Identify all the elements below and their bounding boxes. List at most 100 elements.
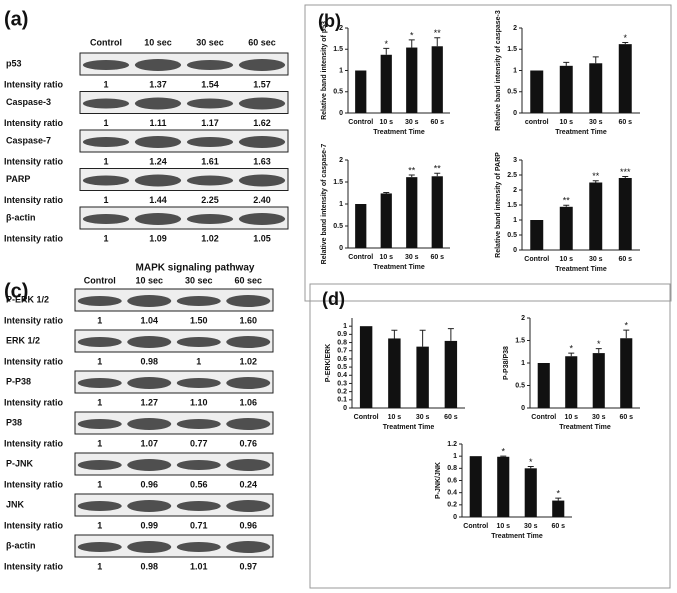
ratio-label: Intensity ratio xyxy=(4,479,64,489)
intensity-ratio: 1 xyxy=(103,156,108,166)
blot-band xyxy=(134,174,182,187)
error-bar xyxy=(447,328,454,341)
y-tick-label: 0.5 xyxy=(333,89,343,96)
blot-title: MAPK signaling pathway xyxy=(136,263,255,274)
x-tick-label: Control xyxy=(463,523,488,530)
y-tick-label: 3 xyxy=(513,157,517,164)
blot-frame xyxy=(74,411,274,435)
y-tick-label: 1.5 xyxy=(333,179,343,186)
lane-header: 10 sec xyxy=(144,37,172,47)
y-tick-label: 0.5 xyxy=(507,232,517,239)
blot-band xyxy=(127,295,172,307)
y-axis-label: Relative band intensity of p53 xyxy=(321,21,328,120)
panel-label: (c) xyxy=(4,280,28,302)
blot-band xyxy=(176,337,221,347)
bar xyxy=(552,500,565,517)
x-tick-label: Control xyxy=(524,256,549,263)
blot-band xyxy=(186,60,234,70)
y-tick-label: 2 xyxy=(339,25,343,32)
blot-band xyxy=(186,214,234,224)
y-axis-label: Relative band intensity of PARP xyxy=(495,152,502,258)
intensity-ratio: 0.98 xyxy=(140,561,158,571)
lane-header: Control xyxy=(84,275,116,285)
intensity-ratio: 0.56 xyxy=(190,479,208,489)
error-bar xyxy=(527,466,534,469)
y-tick-label: 2.5 xyxy=(507,172,517,179)
intensity-ratio: 1.27 xyxy=(140,397,158,407)
panel-label: (d) xyxy=(322,289,345,309)
blot-frame xyxy=(79,129,289,153)
blot-band xyxy=(176,501,221,511)
significance: * xyxy=(556,489,560,499)
bar xyxy=(559,65,573,113)
x-tick-label: 10 s xyxy=(559,256,573,263)
blot-band xyxy=(226,418,271,430)
intensity-ratio: 1.01 xyxy=(190,561,208,571)
x-tick-label: 30 s xyxy=(405,119,419,126)
intensity-ratio: 1 xyxy=(97,438,102,448)
blot-band xyxy=(127,541,172,553)
blot-band xyxy=(176,378,221,388)
y-tick-label: 0 xyxy=(339,110,343,117)
x-tick-label: 60 s xyxy=(444,414,458,421)
blot-band xyxy=(134,136,182,148)
ratio-label: Intensity ratio xyxy=(4,315,64,325)
y-tick-label: 0.7 xyxy=(337,348,347,355)
bar xyxy=(380,193,392,248)
bar xyxy=(469,456,482,517)
blot-band xyxy=(226,336,271,348)
error-bar xyxy=(419,329,426,347)
bar xyxy=(565,356,578,408)
blot-frame xyxy=(74,370,274,394)
x-tick-label: 30 s xyxy=(589,119,603,126)
blot-band xyxy=(226,295,271,307)
ratio-label: Intensity ratio xyxy=(4,356,64,366)
error-bar xyxy=(383,47,390,55)
intensity-ratio: 0.96 xyxy=(140,479,158,489)
intensity-ratio: 1 xyxy=(103,195,108,205)
intensity-ratio: 1.05 xyxy=(253,233,271,243)
y-tick-label: 1.2 xyxy=(447,441,457,448)
y-axis-label: P-ERK/ERK xyxy=(325,344,332,383)
bar xyxy=(497,456,510,517)
ratio-label: Intensity ratio xyxy=(4,118,64,128)
ratio-label: Intensity ratio xyxy=(4,79,64,89)
protein-label: P-ERK 1/2 xyxy=(6,294,49,304)
bar xyxy=(359,326,373,408)
y-tick-label: 0 xyxy=(513,110,517,117)
intensity-ratio: 1.63 xyxy=(253,156,271,166)
bar xyxy=(530,220,544,250)
y-tick-label: 0 xyxy=(521,405,525,412)
y-tick-label: 0.6 xyxy=(337,356,347,363)
significance: * xyxy=(501,447,505,457)
y-tick-label: 0.6 xyxy=(447,477,457,484)
protein-label: P-JNK xyxy=(6,458,34,468)
x-axis-label: Treatment Time xyxy=(555,266,607,273)
intensity-ratio: 0.97 xyxy=(239,561,257,571)
y-tick-label: 0 xyxy=(343,405,347,412)
y-tick-label: 0 xyxy=(453,514,457,521)
x-tick-label: 10 s xyxy=(388,414,402,421)
intensity-ratio: 1 xyxy=(196,356,201,366)
error-bar xyxy=(595,348,602,354)
panel-frame xyxy=(304,4,672,302)
bar xyxy=(380,54,392,113)
significance: * xyxy=(623,33,627,43)
panel-label: (a) xyxy=(4,8,28,30)
lane-header: 60 sec xyxy=(234,275,262,285)
x-axis-label: Treatment Time xyxy=(383,424,435,431)
bar xyxy=(589,63,603,113)
y-tick-label: 0.2 xyxy=(447,502,457,509)
intensity-ratio: 1 xyxy=(103,233,108,243)
blot-frame xyxy=(74,329,274,353)
ratio-label: Intensity ratio xyxy=(4,438,64,448)
blot-frame xyxy=(79,206,289,230)
intensity-ratio: 1.24 xyxy=(149,156,167,166)
significance: ** xyxy=(563,196,571,206)
blot-band xyxy=(82,98,130,109)
lane-header: 10 sec xyxy=(135,275,163,285)
bar xyxy=(559,206,573,250)
intensity-ratio: 1.02 xyxy=(239,356,257,366)
x-tick-label: 60 s xyxy=(430,254,444,261)
y-axis-label: P-JNK/JNK xyxy=(435,462,442,499)
